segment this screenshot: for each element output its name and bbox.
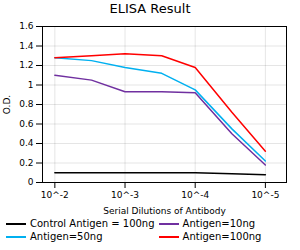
html-text:Antigen=100ng: Antigen=100ng [182,231,262,242]
svg-text:10^-3: 10^-3 [111,190,139,200]
svg-text:10^-2: 10^-2 [41,190,69,200]
html-text:Antigen=50ng: Antigen=50ng [30,231,103,242]
svg-text:1: 1 [28,80,34,90]
svg-text:1.6: 1.6 [19,21,34,31]
svg-text:10^-5: 10^-5 [251,190,279,200]
svg-text:0.8: 0.8 [19,99,34,109]
svg-text:1.2: 1.2 [19,60,33,70]
svg-text:1.4: 1.4 [19,41,34,51]
svg-text:0.2: 0.2 [19,158,33,168]
html-text:Antigen=10ng: Antigen=10ng [182,218,256,229]
svg-text:10^-4: 10^-4 [181,190,209,200]
html-text:ELISA Result: ELISA Result [109,1,191,16]
svg-text:0: 0 [28,177,34,187]
svg-text:O.D.: O.D. [2,95,12,114]
svg-text:0.4: 0.4 [19,138,34,148]
html-text:Control Antigen = 100ng: Control Antigen = 100ng [30,218,155,229]
svg-text:Serial Dilutions of Antibody: Serial Dilutions of Antibody [103,206,226,216]
svg-text:0.6: 0.6 [19,119,34,129]
